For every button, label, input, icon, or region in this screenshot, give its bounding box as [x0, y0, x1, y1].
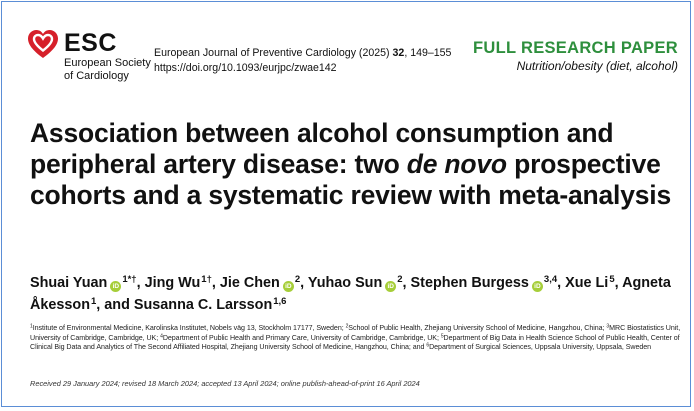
title-italic: de novo	[406, 149, 507, 179]
journal-volume: 32	[392, 47, 405, 59]
author: Jing Wu1†,	[145, 275, 220, 291]
article-header: ESC European Society of Cardiology Europ…	[2, 2, 690, 98]
category-topic: Nutrition/obesity (diet, alcohol)	[516, 59, 678, 73]
doi-link[interactable]: https://doi.org/10.1093/eurjpc/zwae142	[154, 61, 337, 74]
author-affiliation-ref: 2	[294, 274, 301, 285]
affiliation-number: 6	[426, 342, 430, 349]
journal-name: European Journal of Preventive Cardiolog…	[154, 47, 390, 59]
orcid-icon[interactable]: iD	[385, 281, 397, 292]
affiliation-number: 2	[345, 323, 349, 330]
received-dates: Received 29 January 2024; revised 18 Mar…	[30, 379, 420, 388]
author: Xue Li5,	[565, 275, 622, 291]
article-title: Association between alcohol consumption …	[30, 118, 680, 211]
article-category: FULL RESEARCH PAPER Nutrition/obesity (d…	[473, 38, 678, 74]
journal-pages: , 149–155	[404, 47, 452, 59]
author-affiliation-ref: 5	[609, 274, 615, 285]
journal-info: European Journal of Preventive Cardiolog…	[154, 46, 451, 75]
affiliation-number: 1	[30, 323, 33, 330]
author-affiliation-ref: 1	[91, 296, 97, 307]
logo-wordmark: ESC	[64, 29, 117, 57]
author-affiliation-ref: 2	[397, 274, 403, 285]
author: Yuhao Sun iD2,	[307, 274, 411, 292]
author-separator: ,	[402, 275, 411, 291]
category-label: FULL RESEARCH PAPER	[473, 39, 678, 57]
author-name[interactable]: Jing Wu	[144, 275, 201, 291]
author-affiliation-ref: 1*†	[122, 274, 137, 285]
author-separator: ,	[557, 275, 566, 291]
author: Agneta Åkesson1, and	[30, 275, 671, 313]
author-separator: ,	[211, 275, 220, 291]
logo-subtitle: European Society of Cardiology	[64, 57, 151, 82]
title-part-1: Association between alcohol consumption …	[30, 118, 614, 179]
affiliation-number: 4	[160, 333, 163, 340]
author-name[interactable]: Shuai Yuan	[30, 275, 108, 291]
logo-subtitle-line-2: of Cardiology	[64, 69, 129, 82]
author-separator: ,	[136, 275, 145, 291]
author-name[interactable]: Xue Li	[565, 275, 609, 291]
author-separator: , and	[96, 297, 134, 313]
affiliation-number: 3	[606, 323, 610, 330]
author-separator: ,	[614, 275, 623, 291]
logo-subtitle-line-1: European Society	[64, 57, 151, 69]
affiliation-text: MRC Biostatistics Unit, University of Ca…	[30, 324, 681, 342]
affiliations: 1Institute of Environmental Medicine, Ka…	[30, 324, 682, 353]
author: Jie Chen iD2,	[219, 274, 308, 292]
orcid-icon[interactable]: iD	[531, 281, 543, 292]
orcid-icon[interactable]: iD	[110, 281, 122, 292]
title-part-2: prospective cohorts and a systematic rev…	[30, 149, 671, 210]
author-separator: ,	[300, 275, 308, 291]
author-name[interactable]: Susanna C. Larsson	[133, 297, 273, 313]
author: Stephen Burgess iD3,4,	[410, 274, 566, 292]
author-name[interactable]: Agneta Åkesson	[30, 275, 671, 313]
author-affiliation-ref: 3,4	[543, 274, 558, 285]
author-name[interactable]: Yuhao Sun	[307, 275, 383, 291]
journal-citation: European Journal of Preventive Cardiolog…	[154, 46, 451, 61]
affiliation-text: Department of Big Data in Health Science…	[30, 333, 680, 352]
author-name[interactable]: Jie Chen	[219, 275, 280, 291]
esc-logo: ESC European Society of Cardiology	[26, 28, 151, 88]
affiliation-text: Institute of Environmental Medicine, Kar…	[32, 324, 346, 332]
affiliation-text: Department of Surgical Sciences, Uppsala…	[429, 343, 652, 352]
orcid-icon[interactable]: iD	[282, 281, 294, 292]
affiliation-text: School of Public Health, Zhejiang Univer…	[348, 324, 607, 332]
affiliation-text: Department of Public Health and Primary …	[162, 333, 441, 342]
author-affiliation-ref: 1†	[201, 274, 212, 285]
heart-icon	[28, 30, 58, 58]
author-name[interactable]: Stephen Burgess	[410, 275, 529, 291]
author-affiliation-ref: 1,6	[273, 296, 287, 307]
author: Susanna C. Larsson1,6	[134, 297, 287, 313]
author: Shuai Yuan iD1*†,	[30, 274, 145, 292]
author-list: Shuai Yuan iD1*†, Jing Wu1†, Jie Chen iD2,…	[30, 272, 680, 316]
affiliation-number: 5	[440, 333, 444, 340]
